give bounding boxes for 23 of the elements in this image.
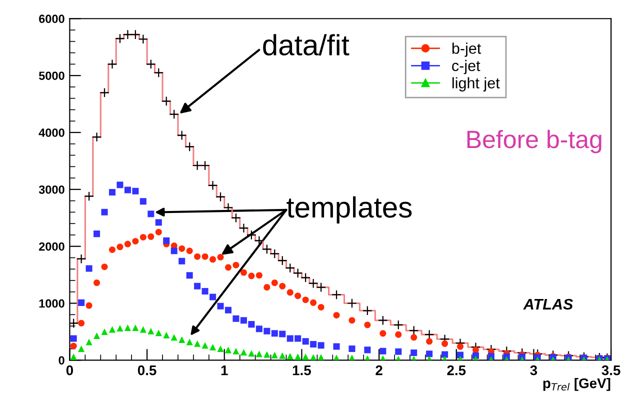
annotation: data/fit bbox=[263, 34, 350, 56]
annotation: Before b-tag bbox=[467, 130, 602, 154]
annotation: templates bbox=[286, 196, 412, 224]
legend-label: light jet bbox=[452, 77, 500, 92]
y-tick-label: 5000 bbox=[38, 72, 64, 80]
x-tick-label: 3.5 bbox=[602, 365, 620, 376]
x-tick-label: 0.5 bbox=[138, 365, 156, 376]
x-tick-label: 0 bbox=[66, 365, 73, 376]
y-tick-label: 4000 bbox=[38, 128, 64, 137]
x-tick-label: 1.5 bbox=[292, 366, 311, 376]
x-tick-label: 1 bbox=[221, 366, 228, 376]
y-tick-label: 0 bbox=[58, 356, 64, 365]
legend-label: b-jet bbox=[452, 42, 482, 57]
y-tick-label: 1000 bbox=[39, 299, 64, 308]
legend-label: c-jet bbox=[452, 60, 480, 74]
y-tick-label: 2000 bbox=[38, 242, 64, 251]
x-tick-label: 3 bbox=[530, 365, 538, 376]
x-tick-label: 2.5 bbox=[447, 365, 466, 376]
x-axis-title: p$_{Trel}$ [GeV] bbox=[543, 378, 610, 391]
x-tick-label: 2 bbox=[376, 365, 382, 376]
y-tick-label: 6000 bbox=[39, 14, 64, 24]
y-tick-label: 3000 bbox=[38, 185, 64, 194]
annotation: ATLAS bbox=[523, 298, 573, 310]
